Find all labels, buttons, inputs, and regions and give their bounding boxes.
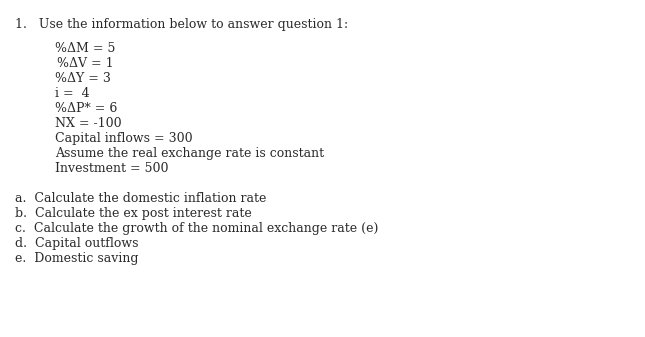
Text: Investment = 500: Investment = 500 (55, 162, 168, 175)
Text: %ΔP* = 6: %ΔP* = 6 (55, 102, 117, 115)
Text: %ΔV = 1: %ΔV = 1 (57, 57, 114, 70)
Text: a.  Calculate the domestic inflation rate: a. Calculate the domestic inflation rate (15, 192, 266, 205)
Text: b.  Calculate the ex post interest rate: b. Calculate the ex post interest rate (15, 207, 252, 220)
Text: %ΔY = 3: %ΔY = 3 (55, 72, 111, 85)
Text: NX = -100: NX = -100 (55, 117, 122, 130)
Text: d.  Capital outflows: d. Capital outflows (15, 237, 139, 250)
Text: e.  Domestic saving: e. Domestic saving (15, 252, 139, 265)
Text: Capital inflows = 300: Capital inflows = 300 (55, 132, 193, 145)
Text: Assume the real exchange rate is constant: Assume the real exchange rate is constan… (55, 147, 324, 160)
Text: %ΔM = 5: %ΔM = 5 (55, 42, 115, 55)
Text: c.  Calculate the growth of the nominal exchange rate (e): c. Calculate the growth of the nominal e… (15, 222, 379, 235)
Text: i =  4: i = 4 (55, 87, 90, 100)
Text: 1.   Use the information below to answer question 1:: 1. Use the information below to answer q… (15, 18, 348, 31)
